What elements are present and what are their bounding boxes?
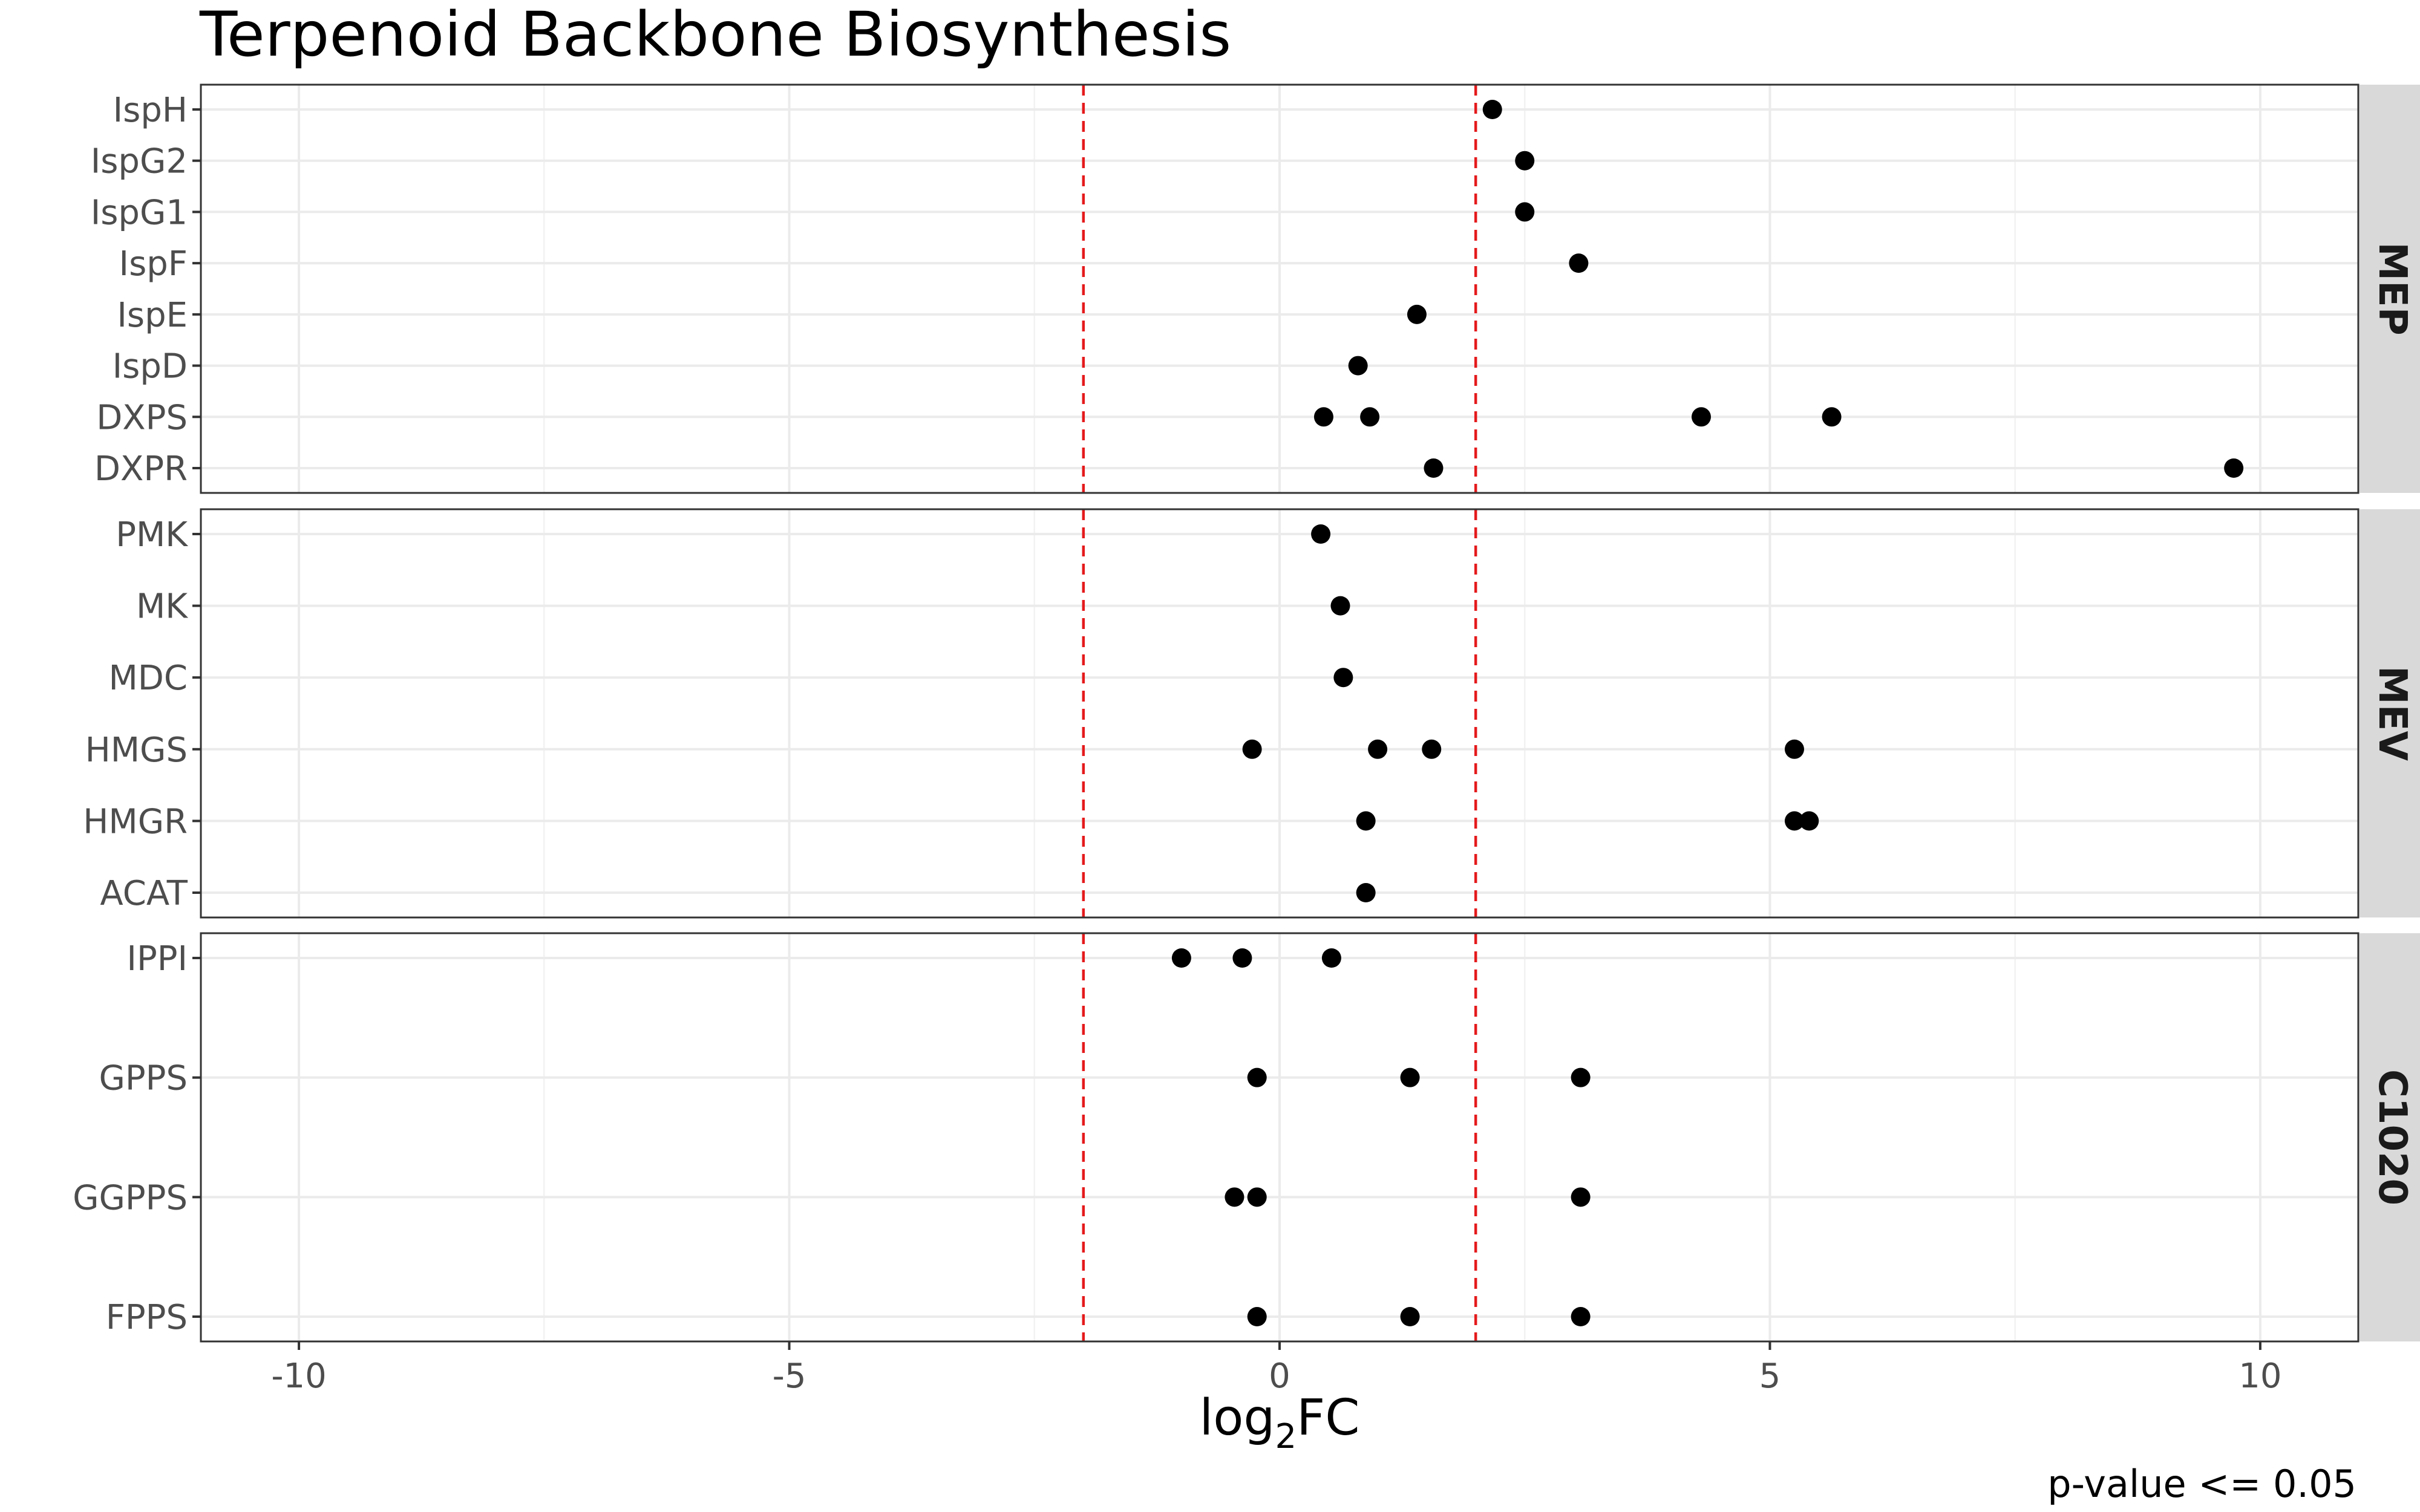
data-point (1571, 1187, 1591, 1207)
panel-c1020: IPPI GPPS GGPPS FPPS C1020 (73, 932, 2420, 1343)
facet-strip-label: MEV (2370, 666, 2415, 761)
facet-panels: IspH IspG2 IspG1 IspF IspE IspD DXPS DXPR MEP PMK… (73, 83, 2420, 1343)
x-axis: -10 -5 0 5 10 (271, 1341, 2282, 1396)
data-point (1368, 739, 1388, 759)
panel-border (200, 83, 2360, 494)
data-point (1356, 883, 1376, 902)
y-tick-label: IspF (119, 244, 188, 284)
data-point (1407, 304, 1427, 324)
data-point (1330, 596, 1350, 616)
x-axis-label-subscript: 2 (1275, 1417, 1297, 1456)
facet-strip-label: MEP (2370, 242, 2415, 335)
facet-strip (2360, 509, 2420, 917)
x-axis-label: log2FC (1199, 1389, 1359, 1456)
facet-strip (2360, 933, 2420, 1341)
data-point (1515, 151, 1535, 171)
x-tick-label: 10 (2238, 1357, 2281, 1396)
data-point (1356, 811, 1376, 831)
y-tick-label: IPPI (126, 939, 188, 979)
data-point (1171, 948, 1191, 968)
data-point (1400, 1067, 1420, 1087)
panel-border (200, 508, 2360, 919)
data-point (1515, 202, 1535, 222)
data-point (1400, 1307, 1420, 1326)
x-axis-label-suffix: FC (1297, 1389, 1359, 1447)
data-point (1482, 100, 1502, 119)
x-axis-label-base: log (1199, 1389, 1275, 1447)
x-tick-label: 5 (1759, 1357, 1781, 1396)
data-point (1232, 948, 1252, 968)
x-tick-label: -5 (773, 1357, 806, 1396)
y-tick-label: DXPR (94, 449, 188, 489)
x-tick-label: 0 (1269, 1357, 1290, 1396)
data-point (1247, 1187, 1267, 1207)
data-point (1321, 948, 1341, 968)
data-point (1571, 1067, 1591, 1087)
y-tick-label: IspD (113, 347, 188, 386)
data-point (1225, 1187, 1244, 1207)
data-point (1822, 407, 1842, 427)
data-point (2224, 458, 2244, 478)
data-point (1348, 356, 1368, 376)
y-tick-label: PMK (116, 515, 188, 555)
y-tick-label: IspG2 (91, 142, 188, 181)
data-point (1333, 668, 1353, 688)
data-point (1313, 407, 1333, 427)
y-tick-label: IspH (113, 91, 188, 130)
y-tick-label: GPPS (99, 1059, 188, 1098)
y-tick-label: MK (136, 587, 188, 627)
y-tick-label: IspG1 (91, 193, 188, 232)
data-point (1424, 458, 1444, 478)
data-point (1691, 407, 1711, 427)
data-point (1311, 524, 1331, 544)
y-tick-label: ACAT (100, 874, 188, 913)
panel-mep: IspH IspG2 IspG1 IspF IspE IspD DXPS DXPR MEP (91, 83, 2420, 494)
y-tick-label: HMGS (85, 731, 188, 770)
y-tick-label: GGPPS (73, 1178, 188, 1217)
data-point (1799, 811, 1819, 831)
data-point (1242, 739, 1262, 759)
panel-mev: PMK MK MDC HMGS HMGR ACAT MEV (83, 508, 2420, 919)
data-point (1569, 253, 1589, 273)
data-point (1784, 739, 1804, 759)
y-tick-label: HMGR (83, 802, 188, 841)
y-tick-label: MDC (108, 659, 188, 698)
data-point (1360, 407, 1380, 427)
chart-title: Terpenoid Backbone Biosynthesis (199, 0, 1231, 71)
caption: p-value <= 0.05 (2047, 1462, 2356, 1506)
data-point (1422, 739, 1442, 759)
facet-strip-label: C1020 (2370, 1069, 2415, 1205)
data-point (1784, 811, 1804, 831)
data-point (1247, 1307, 1267, 1326)
data-point (1247, 1067, 1267, 1087)
x-tick-label: -10 (271, 1357, 326, 1396)
y-tick-label: DXPS (96, 398, 188, 437)
y-tick-label: FPPS (106, 1298, 188, 1337)
data-point (1571, 1307, 1591, 1326)
y-tick-label: IspE (117, 296, 188, 335)
facet-strip (2360, 85, 2420, 493)
